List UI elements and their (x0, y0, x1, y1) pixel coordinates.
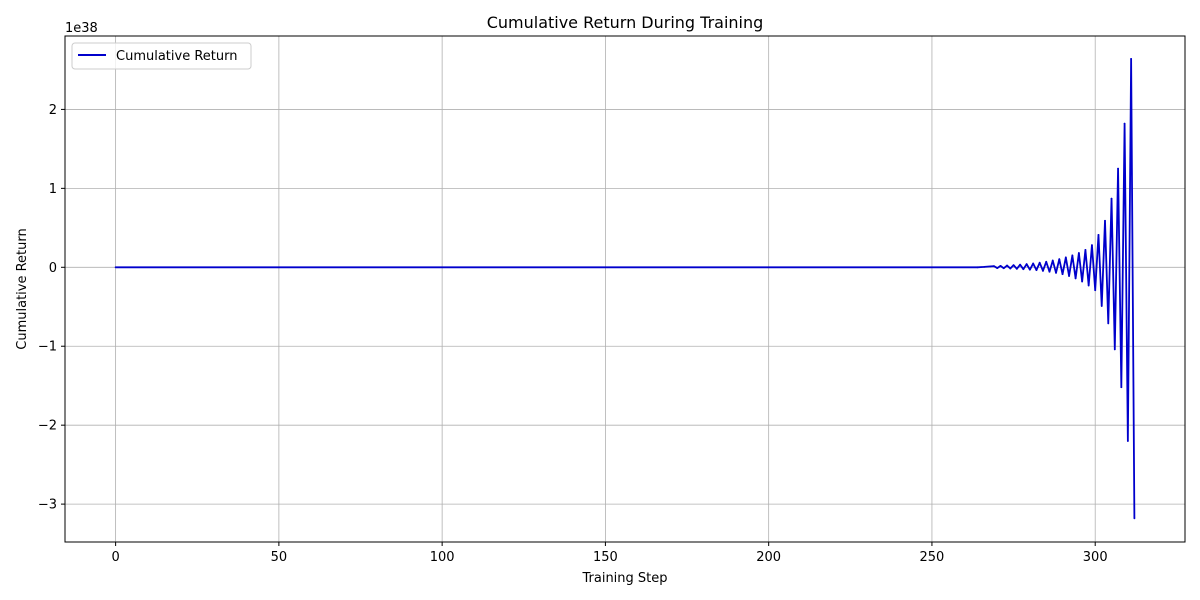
data-point (1100, 305, 1103, 307)
series-layer (114, 57, 1136, 520)
data-point (1064, 256, 1067, 259)
data-point (1035, 269, 1038, 272)
data-point (1077, 252, 1080, 254)
data-point (1061, 273, 1064, 276)
y-tick-label: −1 (38, 340, 57, 355)
x-tick-label: 150 (593, 550, 618, 565)
data-point (1025, 263, 1028, 266)
data-point (1081, 280, 1084, 283)
data-point (1117, 167, 1119, 170)
x-tick-label: 200 (756, 550, 781, 565)
data-point (1012, 264, 1015, 267)
y-tick-label: 2 (49, 103, 57, 118)
chart-title: Cumulative Return During Training (487, 13, 764, 32)
data-point (1123, 122, 1126, 125)
y-tick-label: 0 (49, 261, 57, 276)
x-axis-label: Training Step (581, 571, 667, 586)
data-point (1051, 259, 1054, 262)
y-offset-text: 1e38 (65, 21, 98, 36)
data-point (1087, 284, 1090, 287)
data-point (1055, 271, 1057, 274)
data-point (1028, 268, 1031, 271)
data-point (1006, 264, 1008, 267)
data-point (1084, 249, 1087, 251)
data-point (1133, 517, 1136, 520)
data-point (1074, 277, 1077, 280)
data-point (976, 266, 979, 269)
data-point (1045, 260, 1048, 263)
data-point (1002, 267, 1005, 270)
data-point (1009, 267, 1012, 270)
data-point (1022, 268, 1025, 271)
data-point (996, 267, 999, 269)
x-tick-label: 0 (111, 550, 119, 565)
data-point (1097, 234, 1100, 236)
data-point (1058, 258, 1061, 261)
data-point (1091, 244, 1093, 247)
data-point (1015, 267, 1018, 270)
data-point (1113, 348, 1116, 351)
data-point (1071, 254, 1074, 257)
data-point (989, 265, 992, 268)
data-point (1110, 197, 1113, 200)
plot-frame (64, 35, 1186, 543)
legend-label: Cumulative Return (116, 49, 237, 64)
data-point (993, 265, 995, 268)
data-point (1032, 262, 1035, 265)
data-point (1104, 219, 1106, 222)
x-tick-label: 100 (430, 550, 455, 565)
data-point (1048, 270, 1051, 273)
legend: Cumulative Return (71, 42, 252, 70)
data-point (1126, 440, 1129, 442)
y-tick-label: −3 (38, 498, 57, 513)
data-point (983, 265, 986, 268)
x-tick-label: 300 (1083, 550, 1108, 565)
data-point (1042, 269, 1044, 272)
legend-box (71, 42, 252, 70)
data-point (1068, 275, 1070, 277)
y-axis-label: Cumulative Return (15, 228, 30, 349)
data-point (999, 264, 1002, 267)
data-point (114, 266, 117, 269)
y-tick-label: 1 (49, 182, 57, 197)
data-point (1120, 386, 1123, 389)
x-tick-label: 250 (920, 550, 945, 565)
data-point (1019, 263, 1022, 266)
data-point (1130, 57, 1133, 60)
x-tick-label: 50 (271, 550, 288, 565)
data-point (1038, 261, 1041, 264)
axis-ticks: 0 50 100 150 200 250 300 −3 −2 −1 0 1 2 (38, 103, 1108, 565)
y-tick-label: −2 (38, 419, 57, 434)
data-point (1107, 322, 1110, 325)
data-point (1094, 289, 1097, 292)
